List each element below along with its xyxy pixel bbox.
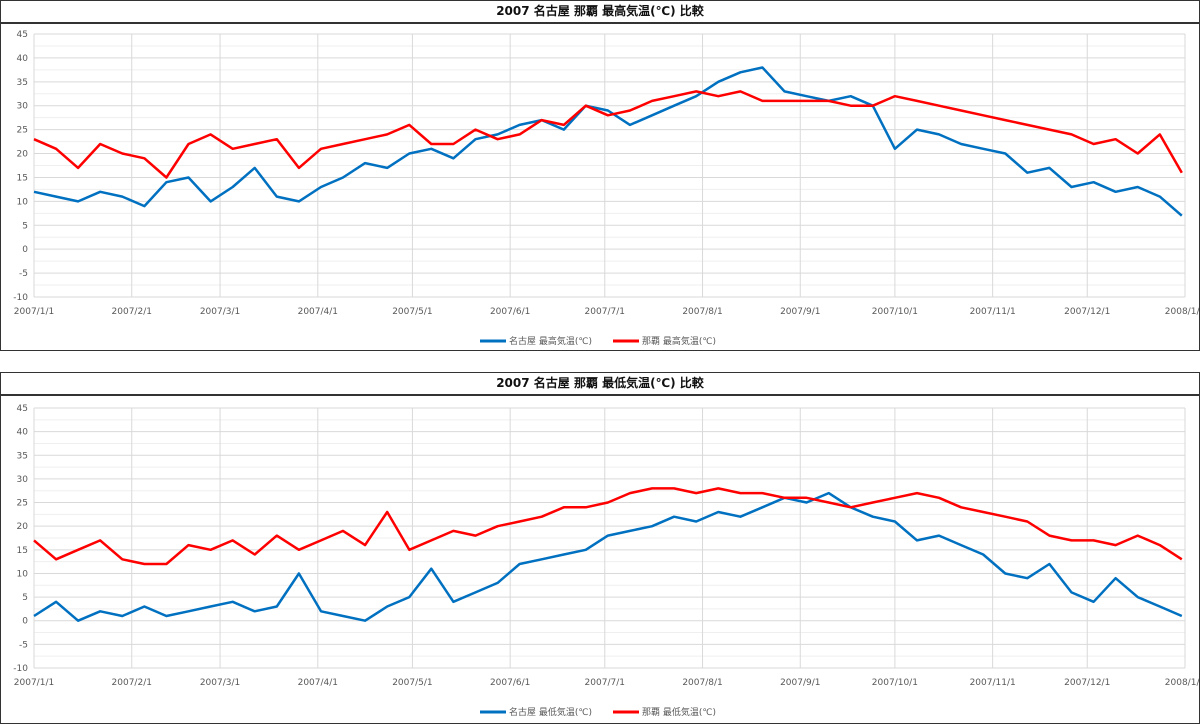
- max-temp-chart: 45 40 35 30 25 20 15 10 5 0 -5 -10 2007/1/1 2007/2/1 2…: [13, 30, 1199, 347]
- x-tick-label: 2007/7/1: [585, 678, 625, 688]
- y-tick-label: 10: [17, 197, 29, 207]
- x-tick-label: 2007/10/1: [872, 307, 918, 317]
- y-tick-label: 15: [17, 546, 28, 556]
- legend-label: 名古屋 最高気温(℃): [509, 335, 592, 347]
- y-tick-label: -10: [13, 664, 28, 674]
- y-tick-label: -10: [13, 293, 28, 303]
- y-tick-label: 0: [22, 617, 28, 627]
- x-tick-label: 2007/4/1: [298, 678, 338, 688]
- series-line-nagoya: [33, 66, 1183, 217]
- x-tick-label: 2007/11/1: [970, 678, 1016, 688]
- x-tick-label: 2007/6/1: [490, 307, 530, 317]
- chart-title: 2007 名古屋 那覇 最低気温(℃) 比較: [1, 373, 1199, 396]
- y-tick-label: 40: [17, 54, 29, 64]
- series-line-nagoya: [33, 491, 1183, 622]
- y-tick-label: 25: [17, 126, 28, 136]
- x-tick-label: 2007/5/1: [392, 307, 432, 317]
- series-line-naha: [33, 90, 1183, 179]
- y-tick-label: 15: [17, 173, 28, 183]
- y-tick-label: 10: [17, 569, 29, 579]
- x-tick-label: 2007/8/1: [682, 678, 722, 688]
- y-tick-label: 35: [17, 451, 28, 461]
- min-temp-chart: 45 40 35 30 25 20 15 10 5 0 -5 -10 2007/1/1 2007/2/1 2…: [13, 404, 1199, 718]
- x-tick-label: 2007/9/1: [780, 307, 820, 317]
- y-tick-label: 30: [17, 475, 29, 485]
- x-tick-label: 2007/9/1: [780, 678, 820, 688]
- y-tick-label: 20: [17, 150, 29, 160]
- x-tick-label: 2007/4/1: [298, 307, 338, 317]
- y-tick-label: -5: [19, 269, 28, 279]
- y-tick-label: 25: [17, 499, 28, 509]
- x-tick-label: 2008/1/1: [1165, 307, 1199, 317]
- x-tick-label: 2007/3/1: [200, 678, 240, 688]
- series-line-naha: [33, 487, 1183, 566]
- legend-label: 那覇 最高気温(℃): [642, 335, 716, 347]
- x-tick-label: 2007/6/1: [490, 678, 530, 688]
- max-temp-chart-panel: 2007 名古屋 那覇 最高気温(℃) 比較 45 40 35 30 25 20 15 10 5…: [0, 0, 1200, 351]
- y-tick-label: 40: [17, 428, 29, 438]
- x-tick-label: 2007/2/1: [112, 678, 152, 688]
- y-tick-label: 20: [17, 522, 29, 532]
- y-tick-label: 35: [17, 78, 28, 88]
- chart-title: 2007 名古屋 那覇 最高気温(℃) 比較: [1, 1, 1199, 24]
- min-temp-chart-panel: 2007 名古屋 那覇 最低気温(℃) 比較 45 40 35 30 25 20 15 10 5…: [0, 372, 1200, 724]
- legend-label: 名古屋 最低気温(℃): [509, 706, 592, 718]
- x-tick-label: 2007/1/1: [14, 678, 54, 688]
- y-tick-label: 45: [17, 30, 28, 40]
- x-tick-label: 2007/2/1: [112, 307, 152, 317]
- x-tick-label: 2008/1/1: [1165, 678, 1199, 688]
- y-tick-label: 45: [17, 404, 28, 414]
- y-tick-label: 5: [22, 593, 28, 603]
- y-tick-label: 5: [22, 221, 28, 231]
- y-tick-label: 30: [17, 102, 29, 112]
- y-tick-label: 0: [22, 245, 28, 255]
- x-tick-label: 2007/3/1: [200, 307, 240, 317]
- x-tick-label: 2007/10/1: [872, 678, 918, 688]
- y-tick-label: -5: [19, 640, 28, 650]
- x-tick-label: 2007/12/1: [1064, 678, 1110, 688]
- x-tick-label: 2007/11/1: [970, 307, 1016, 317]
- x-tick-label: 2007/1/1: [14, 307, 54, 317]
- x-tick-label: 2007/8/1: [682, 307, 722, 317]
- legend-label: 那覇 最低気温(℃): [642, 706, 716, 718]
- x-tick-label: 2007/12/1: [1064, 307, 1110, 317]
- x-tick-label: 2007/5/1: [392, 678, 432, 688]
- x-tick-label: 2007/7/1: [585, 307, 625, 317]
